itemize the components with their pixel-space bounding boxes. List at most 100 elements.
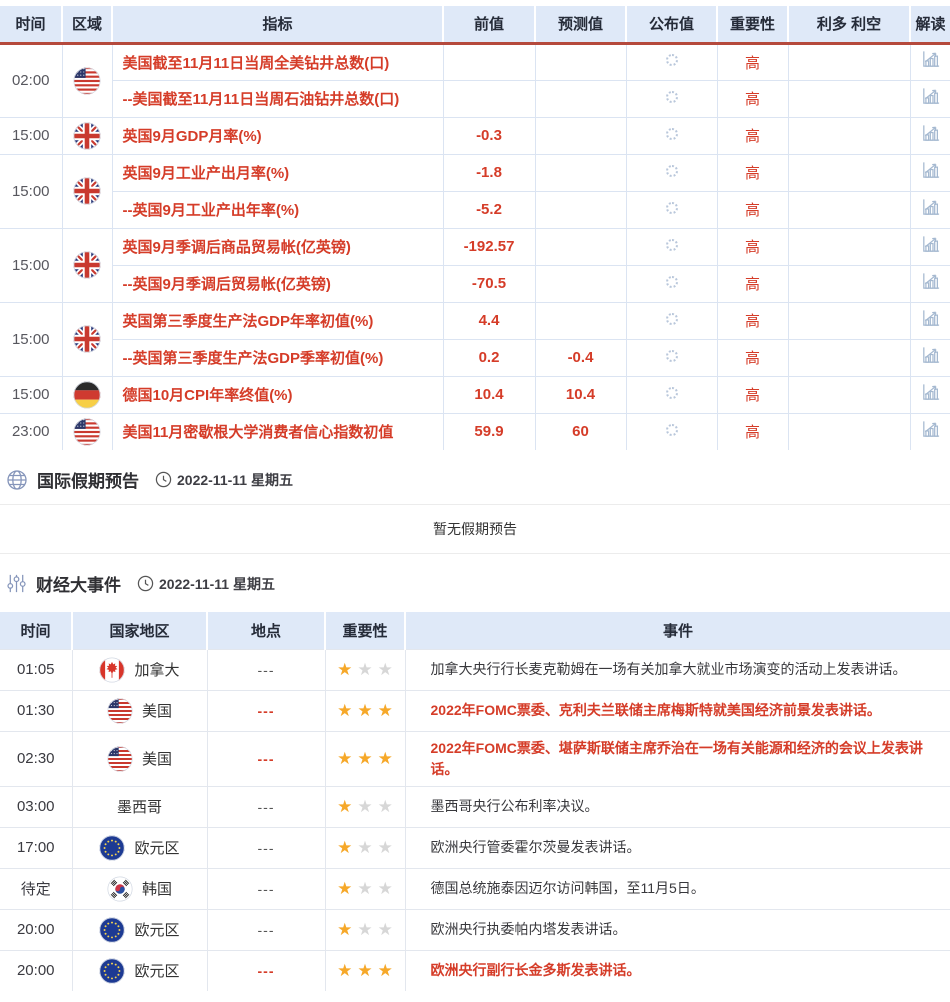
event-text[interactable]: 欧洲央行副行长金多斯发表讲话。 <box>404 949 950 992</box>
star-empty-icon: ★ <box>357 796 373 816</box>
loading-spinner-icon <box>665 54 678 66</box>
country-name: 加拿大 <box>134 662 180 679</box>
indicator-label[interactable]: 英国9月GDP月率(%) <box>122 128 262 145</box>
loading-spinner-icon <box>665 349 678 362</box>
col-location: 地点 <box>207 612 326 649</box>
calendar-header-row: 时间 区域 指标 前值 预测值 公布值 重要性 利多 利空 解读 <box>0 6 950 43</box>
previous-value <box>442 42 536 81</box>
col-time: 时间 <box>0 6 63 43</box>
published-value-cell <box>625 153 718 192</box>
chart-icon[interactable] <box>920 49 941 70</box>
star-filled-icon: ★ <box>377 700 393 720</box>
chart-icon[interactable] <box>920 419 941 440</box>
calendar-row: 02:00 美国截至11月11日当周全美钻井总数(口) 高 <box>0 42 950 118</box>
holiday-section-header: 国际假期预告 2022-11-11 星期五 <box>0 450 950 504</box>
calendar-row: --美国截至11月11日当周石油钻井总数(口) 高 <box>0 79 950 118</box>
importance-stars: ★ ★ ★ <box>324 908 406 951</box>
event-time: 02:30 <box>0 730 73 787</box>
event-text[interactable]: 墨西哥央行公布利率决议。 <box>404 785 950 828</box>
location-cell: --- <box>206 785 326 828</box>
published-value-cell <box>625 79 718 118</box>
country-cell: 欧元区 <box>74 834 206 861</box>
indicator-label[interactable]: 美国截至11月11日当周全美钻井总数(口) <box>122 54 390 72</box>
events-section-title: 财经大事件 <box>36 576 121 595</box>
indicator-label[interactable]: --英国9月工业产出年率(%) <box>122 202 300 219</box>
star-empty-icon: ★ <box>357 878 373 898</box>
holiday-section-title: 国际假期预告 <box>37 472 139 491</box>
chart-icon[interactable] <box>920 234 941 255</box>
indicator-label[interactable]: --美国截至11月11日当周石油钻井总数(口) <box>122 91 400 108</box>
bullish-bearish-cell <box>787 301 911 340</box>
col-event-importance: 重要性 <box>325 612 406 649</box>
chart-icon[interactable] <box>920 382 941 403</box>
bullish-bearish-cell <box>787 375 911 414</box>
holiday-date-text: 2022-11-11 星期五 <box>177 471 293 488</box>
country-cell: 美国 <box>74 745 206 772</box>
chart-icon[interactable] <box>920 123 941 144</box>
events-table: 时间 国家地区 地点 重要性 事件 01:05 加拿大 --- ★ ★ ★ 加拿大央… <box>0 612 950 992</box>
us-flag-icon <box>73 66 101 95</box>
chart-icon[interactable] <box>920 160 941 181</box>
col-region: 区域 <box>62 6 113 43</box>
region-flag-cell <box>61 42 113 118</box>
event-text[interactable]: 加拿大央行行长麦克勒姆在一场有关加拿大就业市场演变的活动上发表讲话。 <box>404 648 950 691</box>
region-flag-cell <box>61 153 113 229</box>
importance-label: 高 <box>716 338 789 377</box>
indicator-label[interactable]: 德国10月CPI年率终值(%) <box>122 387 293 404</box>
previous-value <box>442 79 536 118</box>
indicator-label[interactable]: 英国9月工业产出月率(%) <box>122 165 290 182</box>
indicator-label[interactable]: 美国11月密歇根大学消费者信心指数初值 <box>122 424 394 442</box>
chart-icon[interactable] <box>920 86 941 107</box>
importance-label: 高 <box>716 264 789 303</box>
previous-value: 4.4 <box>442 301 536 340</box>
chart-icon[interactable] <box>920 345 941 366</box>
time-cell: 15:00 <box>0 227 63 303</box>
event-text[interactable]: 2022年FOMC票委、堪萨斯联储主席乔治在一场有关能源和经济的会议上发表讲话。 <box>404 730 950 787</box>
country-name: 欧元区 <box>134 922 180 939</box>
ca-flag-icon <box>99 656 126 683</box>
event-text[interactable]: 2022年FOMC票委、克利夫兰联储主席梅斯特就美国经济前景发表讲话。 <box>404 689 950 732</box>
calendar-row: 15:00 英国第三季度生产法GDP年率初值(%) 4.4 高 <box>0 301 950 377</box>
published-value-cell <box>625 227 718 266</box>
indicator-label[interactable]: 英国9月季调后商品贸易帐(亿英镑) <box>122 239 351 256</box>
indicator-label[interactable]: --英国第三季度生产法GDP季率初值(%) <box>122 350 384 367</box>
time-cell: 23:00 <box>0 412 63 451</box>
importance-label: 高 <box>716 79 789 118</box>
loading-spinner-icon <box>665 312 678 325</box>
sliders-icon <box>6 573 27 594</box>
loading-spinner-icon <box>665 164 678 177</box>
previous-value: 59.9 <box>442 412 536 451</box>
importance-label: 高 <box>716 375 789 414</box>
published-value-cell <box>625 190 718 229</box>
event-text[interactable]: 德国总统施泰因迈尔访问韩国，至11月5日。 <box>404 867 950 910</box>
forecast-value <box>534 153 627 192</box>
kr-flag-icon <box>107 875 133 902</box>
indicator-label[interactable]: 英国第三季度生产法GDP年率初值(%) <box>122 313 374 330</box>
time-cell: 15:00 <box>0 116 63 155</box>
chart-icon[interactable] <box>920 308 941 329</box>
location-cell: --- <box>206 867 326 910</box>
event-row: 02:30 美国 --- ★ ★ ★ 2022年FOMC票委、堪萨斯联储主席乔治在一… <box>0 730 950 787</box>
loading-spinner-icon <box>665 275 678 288</box>
calendar-row: --英国第三季度生产法GDP季率初值(%) 0.2 -0.4 高 <box>0 338 950 377</box>
event-time: 01:05 <box>0 648 73 691</box>
event-row: 03:00 墨西哥 --- ★ ★ ★ 墨西哥央行公布利率决议。 <box>0 785 950 828</box>
chart-icon[interactable] <box>920 197 941 218</box>
loading-spinner-icon <box>665 201 678 214</box>
event-text[interactable]: 欧洲央行管委霍尔茨曼发表讲话。 <box>404 826 950 869</box>
economic-calendar-table: 时间 区域 指标 前值 预测值 公布值 重要性 利多 利空 解读 02:00 美国… <box>0 6 950 451</box>
event-time: 待定 <box>0 867 73 910</box>
calendar-row: 15:00 英国9月GDP月率(%) -0.3 高 <box>0 116 950 155</box>
event-text[interactable]: 欧洲央行执委帕内塔发表讲话。 <box>404 908 950 951</box>
indicator-label[interactable]: --英国9月季调后贸易帐(亿英镑) <box>122 276 331 293</box>
importance-stars: ★ ★ ★ <box>324 689 406 732</box>
events-date: 2022-11-11 星期五 <box>137 574 275 594</box>
region-flag-cell <box>61 227 113 303</box>
star-filled-icon: ★ <box>337 960 353 980</box>
col-importance: 重要性 <box>717 6 789 43</box>
region-flag-cell <box>61 116 113 155</box>
region-flag-cell <box>61 301 113 377</box>
loading-spinner-icon <box>665 127 678 140</box>
chart-icon[interactable] <box>920 271 941 292</box>
importance-stars: ★ ★ ★ <box>324 648 406 691</box>
